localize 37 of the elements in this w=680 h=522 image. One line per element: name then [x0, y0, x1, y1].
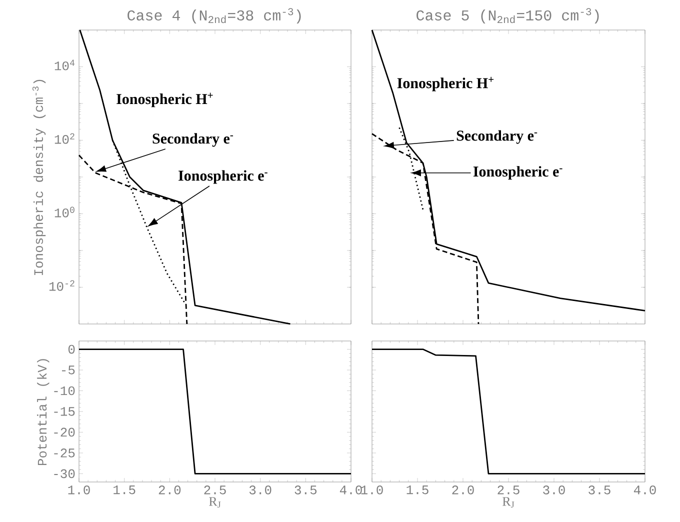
y-tick-label: -10	[54, 386, 75, 396]
x-tick-label: 2.5	[498, 486, 520, 494]
annotation: Secondary e$^{-}$	[152, 133, 234, 147]
x-tick-label: 4.0	[340, 486, 362, 494]
x-tick-label: 1.0	[68, 486, 90, 494]
x-tick-label: 1.5	[114, 486, 136, 494]
y-tick-label: 10$^{4}$	[54, 60, 75, 70]
x-tick-label: 2.0	[452, 486, 474, 494]
annotation: Ionospheric e$^{-}$	[473, 166, 562, 180]
y-tick-label: -20	[54, 428, 75, 437]
x-tick-label: 3.5	[588, 486, 610, 494]
y-axis-title: Potential (kV)	[37, 359, 50, 466]
y-tick-label: 0	[68, 344, 75, 354]
y-tick-label: 10$^{2}$	[54, 133, 74, 144]
y-tick-label: -30	[54, 469, 75, 478]
y-tick-label: -25	[54, 448, 75, 458]
series-label: Ionospheric H$^{+}$	[116, 92, 213, 108]
x-axis-title: R$_{J}$	[209, 497, 221, 508]
x-axis-title: R$_{J}$	[502, 497, 514, 508]
y-tick-label: -15	[54, 407, 75, 416]
x-tick-label: 1.5	[406, 486, 428, 494]
annotation: Secondary e$^{-}$	[456, 130, 538, 144]
y-tick-label: 10$^{-2}$	[49, 280, 74, 291]
x-tick-label: 2.5	[204, 486, 226, 494]
y-tick-label: -5	[62, 366, 75, 374]
chart-title: Case 4 (N$_{2nd}$=38 cm$^{-3}$)	[128, 8, 301, 24]
x-tick-label: 3.5	[294, 486, 317, 494]
x-tick-label: 3.0	[543, 486, 565, 494]
x-tick-label: 2.0	[158, 486, 181, 494]
y-tick-label: 10$^{0}$	[54, 206, 74, 218]
series-label: Ionospheric H$^{+}$	[397, 76, 494, 92]
x-tick-label: 1.0	[361, 486, 383, 494]
annotation: Ionospheric e$^{-}$	[178, 170, 268, 184]
x-tick-label: 3.0	[249, 486, 272, 494]
x-tick-label: 4.0	[634, 486, 656, 494]
chart-title: Case 5 (N$_{2nd}$=150 cm$^{-3}$)	[416, 8, 599, 24]
y-axis-title: Ionospheric density (cm$^{-3}$)	[32, 80, 46, 276]
